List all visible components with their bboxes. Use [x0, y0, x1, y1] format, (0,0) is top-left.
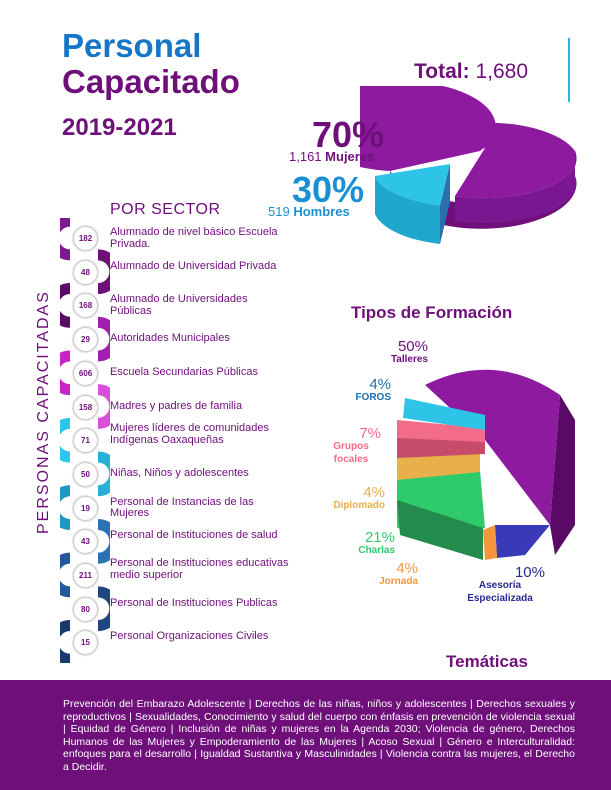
sector-count-badge: 182 — [73, 226, 98, 251]
formacion-name: Charlas — [358, 545, 395, 556]
formacion-percent: 21% — [364, 529, 395, 546]
sector-label: Mujeres líderes de comunidades Indígenas… — [110, 422, 269, 446]
formacion-name: FOROS — [355, 392, 391, 403]
formacion-3d-pie — [397, 369, 575, 560]
men-slice-side — [375, 176, 440, 244]
formacion-label: 50% Talleres — [390, 338, 428, 366]
sector-ribbon-segment — [60, 350, 71, 396]
sector-ribbon-segment — [97, 316, 110, 362]
men-label: Hombres — [293, 204, 350, 219]
sector-ribbon-segment — [97, 518, 110, 564]
title-line1: Personal — [62, 27, 202, 64]
sector-ribbon-segment — [60, 283, 71, 328]
formacion-name: Jornada — [379, 576, 418, 587]
formacion-label: 21% Charlas — [358, 529, 395, 557]
formacion-name: Grupos focales — [333, 441, 369, 465]
men-slice-top — [375, 164, 450, 206]
sector-count-badge: 29 — [73, 327, 98, 353]
sector-ribbon-segment — [60, 552, 71, 598]
diplomado-slice — [397, 450, 480, 480]
sector-count-badge: 71 — [73, 428, 98, 454]
formacion-label: 4% Diplomado — [333, 484, 385, 512]
sector-label: Autoridades Municipales — [110, 332, 230, 345]
sector-label: Madres y padres de familia — [110, 399, 243, 412]
sector-ribbon-segment — [97, 451, 110, 497]
talleres-side — [550, 395, 575, 555]
asesoria-top — [495, 525, 550, 558]
sector-label: Alumnado de nivel básico Escuela Privada… — [110, 226, 278, 250]
formacion-name: Talleres — [390, 354, 428, 365]
sector-ribbon-segment — [60, 218, 71, 261]
sector-label: Personal de Instituciones de salud — [110, 529, 278, 542]
women-slice-top-main — [394, 122, 577, 199]
sector-title: POR SECTOR — [110, 201, 221, 218]
sector-ribbon-segment — [97, 384, 110, 429]
formacion-label: 4% FOROS — [355, 376, 391, 404]
sector-count-badge: 48 — [73, 259, 98, 285]
sector-ribbon-segment — [97, 586, 110, 632]
women-count-line: 1,161 Mujeres — [289, 149, 374, 164]
men-slice-cut — [440, 164, 450, 244]
formacion-title: Tipos de Formación — [351, 303, 513, 322]
sector-count-badge: 19 — [73, 495, 98, 521]
women-label: Mujeres — [325, 149, 375, 164]
men-count-line: 519 Hombres — [268, 204, 350, 219]
sector-label: Alumnado de Universidad Privada — [110, 259, 277, 272]
sector-label: Personal de Instituciones educativas med… — [110, 557, 289, 581]
tematicas-title: Temáticas — [446, 652, 528, 671]
sector-ribbon-segment — [60, 417, 71, 463]
sector-label: Personal de Instancias de las Mujeres — [110, 495, 254, 520]
sector-count-badge: 211 — [73, 563, 98, 588]
men-percent: 30% — [292, 169, 365, 210]
formacion-percent: 50% — [397, 338, 428, 355]
tematicas-text: Prevención del Embarazo Adolescente | De… — [63, 698, 575, 773]
charlas-side — [397, 500, 483, 560]
sector-label: Personal Organizaciones Civiles — [110, 630, 269, 643]
sector-count-badge: 50 — [73, 461, 98, 487]
jornada-slice — [483, 525, 497, 560]
formacion-label: 10% Asesoría Especializada — [455, 564, 545, 605]
sector-label: Escuela Secundarias Públicas — [110, 365, 258, 378]
accent-divider — [568, 38, 570, 102]
sector-count-badge: 606 — [73, 360, 98, 386]
sector-label: Niñas, Niños y adolescentes — [110, 466, 249, 479]
women-count: 1,161 — [289, 149, 322, 164]
formacion-percent: 10% — [514, 564, 545, 581]
formacion-name: Diplomado — [333, 500, 385, 511]
foros-slice — [403, 398, 485, 430]
men-count: 519 — [268, 204, 290, 219]
sector-ribbon-segment — [60, 620, 71, 663]
sector-count-badge: 158 — [73, 394, 98, 420]
formacion-percent: 4% — [363, 484, 385, 501]
formacion-percent: 7% — [359, 425, 381, 442]
sector-count-badge: 15 — [73, 630, 98, 656]
footer-band — [0, 680, 611, 790]
years: 2019-2021 — [62, 114, 177, 141]
formacion-percent: 4% — [369, 376, 391, 393]
sector-label: Alumnado de Universidades Públicas — [110, 293, 248, 317]
total-label: Total: — [414, 60, 470, 83]
total-value: 1,680 — [475, 60, 529, 83]
sector-count-badge: 43 — [73, 529, 98, 555]
formacion-label: 7% Grupos focales — [321, 425, 381, 466]
sector-ribbon-segment — [97, 249, 110, 295]
vertical-label: PERSONAS CAPACITADAS — [35, 290, 52, 534]
total: Total: 1,680 — [414, 60, 528, 84]
grupos-dark — [397, 438, 485, 458]
sector-snake-ribbon — [60, 218, 110, 663]
formacion-name: Asesoría Especializada — [467, 580, 533, 604]
sector-count-badge: 80 — [73, 596, 98, 622]
sector-label: Personal de Instituciones Publicas — [110, 596, 278, 609]
formacion-percent: 4% — [396, 560, 418, 577]
talleres-top — [425, 369, 560, 525]
sector-count-badge: 168 — [73, 293, 98, 319]
formacion-label: 4% Jornada — [379, 560, 418, 588]
women-slice-front — [455, 151, 577, 224]
women-percent: 70% — [312, 114, 385, 155]
sector-ribbon-segment — [60, 485, 71, 530]
title-line2: Capacitado — [62, 63, 240, 100]
gender-pie-chart — [360, 86, 577, 244]
